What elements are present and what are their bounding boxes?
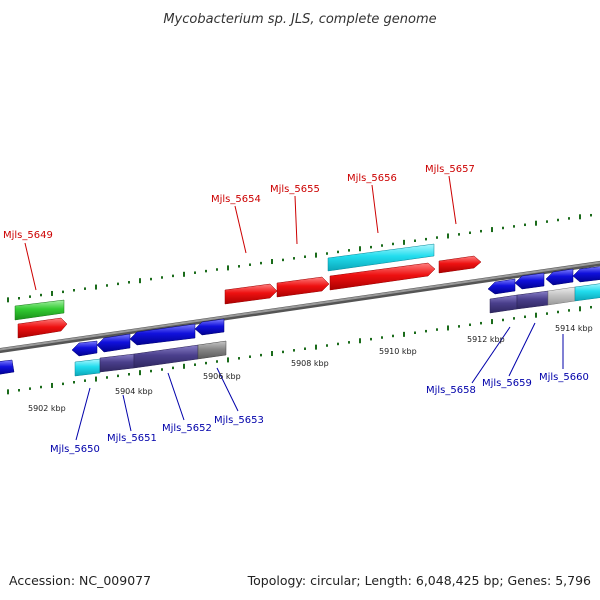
label-mjls-5652[interactable]: Mjls_5652	[162, 423, 212, 434]
gene-mjls-5651-feature[interactable]	[99, 353, 135, 373]
genome-backbone	[0, 260, 600, 354]
gene-mjls-5652[interactable]	[129, 323, 196, 346]
gene-mjls-5660[interactable]	[545, 268, 574, 286]
accession-text: Accession: NC_009077	[9, 573, 151, 588]
gene-mjls-5649-feature[interactable]	[14, 299, 65, 321]
gene-mjls-5656[interactable]	[329, 262, 436, 291]
label-mjls-5656[interactable]: Mjls_5656	[347, 173, 397, 184]
gene-left-edge[interactable]	[0, 359, 15, 375]
gene-mjls-5660-feature[interactable]	[547, 286, 576, 306]
reverse-gene-labels	[75, 322, 564, 441]
gene-right-edge-feature[interactable]	[574, 283, 600, 302]
gene-mjls-5650[interactable]	[71, 340, 98, 357]
scale-label-5908: 5908 kbp	[291, 359, 329, 368]
gene-mjls-5651[interactable]	[96, 333, 131, 353]
label-mjls-5660[interactable]: Mjls_5660	[539, 372, 589, 383]
label-mjls-5654[interactable]: Mjls_5654	[211, 194, 261, 205]
forward-gene-track	[14, 243, 482, 339]
gene-mjls-5659[interactable]	[514, 272, 545, 290]
scale-label-5902: 5902 kbp	[28, 404, 66, 413]
gene-right-edge[interactable]	[572, 266, 600, 283]
scale-label-5914: 5914 kbp	[555, 324, 593, 333]
label-mjls-5649[interactable]: Mjls_5649	[3, 230, 53, 241]
gene-mjls-5654[interactable]	[224, 283, 278, 305]
gene-mjls-5657[interactable]	[438, 255, 482, 274]
gene-mjls-5655[interactable]	[276, 276, 330, 298]
scale-label-5904: 5904 kbp	[115, 387, 153, 396]
label-mjls-5659[interactable]: Mjls_5659	[482, 378, 532, 389]
upper-tick-row	[7, 213, 592, 303]
gene-mjls-5658[interactable]	[487, 278, 516, 295]
label-mjls-5655[interactable]: Mjls_5655	[270, 184, 320, 195]
forward-gene-labels	[24, 175, 457, 291]
gene-mjls-5650-feature[interactable]	[74, 358, 101, 377]
gene-mjls-5652-feature[interactable]	[133, 344, 199, 369]
map-title: Mycobacterium sp. JLS, complete genome	[163, 12, 436, 27]
genome-summary-text: Topology: circular; Length: 6,048,425 bp…	[247, 573, 591, 588]
gene-mjls-5658-feature[interactable]	[489, 294, 518, 314]
lower-tick-row	[7, 305, 592, 395]
gene-mjls-5653-feature[interactable]	[197, 340, 227, 360]
gene-mjls-5649[interactable]	[17, 317, 68, 339]
label-mjls-5658[interactable]: Mjls_5658	[426, 385, 476, 396]
gene-mjls-5653[interactable]	[194, 318, 225, 336]
label-mjls-5650[interactable]: Mjls_5650	[50, 444, 100, 455]
label-mjls-5653[interactable]: Mjls_5653	[214, 415, 264, 426]
scale-label-5912: 5912 kbp	[467, 335, 505, 344]
reverse-gene-track	[0, 266, 600, 377]
label-mjls-5651[interactable]: Mjls_5651	[107, 433, 157, 444]
label-mjls-5657[interactable]: Mjls_5657	[425, 164, 475, 175]
scale-label-5910: 5910 kbp	[379, 347, 417, 356]
gene-mjls-5659-feature[interactable]	[516, 290, 549, 310]
scale-label-5906: 5906 kbp	[203, 372, 241, 381]
gene-mjls-5656-feature[interactable]	[327, 243, 435, 272]
